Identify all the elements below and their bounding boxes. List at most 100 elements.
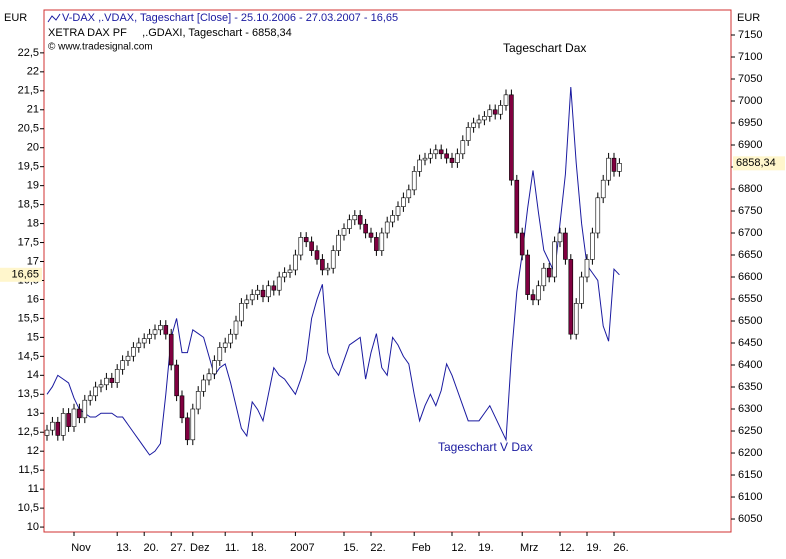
y2-tick-label: 7150 [738, 29, 762, 41]
candle-body [282, 272, 287, 278]
y-tick-label: 12,5 [18, 426, 39, 438]
candle-body [125, 355, 131, 361]
y2-tick-label: 6500 [738, 315, 762, 327]
candle-body [568, 259, 574, 335]
y-tick-label: 13 [27, 407, 39, 419]
x-tick-label: 20. [144, 542, 159, 554]
y-tick-label: 12 [27, 445, 39, 457]
x-tick-label: 15. [343, 542, 358, 554]
x-tick-label: Nov [71, 542, 91, 554]
candle-body [563, 232, 568, 260]
candle-body [498, 105, 503, 115]
candle-body [44, 429, 50, 436]
y2-tick-label: 6550 [738, 293, 762, 305]
y-tick-label: 19 [27, 180, 39, 192]
candle-body [147, 333, 152, 339]
annotation: Tageschart V Dax [438, 440, 533, 454]
last-value-box [0, 267, 42, 282]
left-unit: EUR [4, 12, 27, 24]
candle-body [406, 189, 412, 199]
candle-body [71, 408, 77, 427]
y-tick-label: 10 [27, 521, 39, 533]
candle-body [174, 364, 179, 397]
candle-body [249, 294, 255, 301]
y-tick-label: 14,5 [18, 350, 39, 362]
candle-body [476, 119, 482, 124]
y2-tick-label: 7100 [738, 51, 762, 63]
y2-tick-label: 7000 [738, 95, 762, 107]
last-value-box [733, 156, 785, 171]
candle-body [212, 360, 217, 375]
candle-body [239, 303, 244, 322]
candle-body [384, 221, 390, 234]
candle-body [536, 285, 541, 301]
right-unit: EUR [737, 12, 760, 24]
candle-body [617, 163, 622, 172]
candle-body [120, 360, 125, 370]
candle-body [455, 153, 460, 163]
candle-body [606, 157, 611, 181]
x-tick-label: 12. [559, 542, 574, 554]
candle-body [444, 153, 449, 159]
x-tick-label: 13. [117, 542, 132, 554]
candle-body [217, 347, 223, 361]
candle-body [336, 234, 341, 251]
candle-body [104, 377, 109, 386]
y2-tick-label: 6750 [738, 205, 762, 217]
candle-body [60, 413, 66, 436]
candle-body [185, 417, 190, 441]
y2-tick-label: 6300 [738, 403, 762, 415]
candle-body [460, 140, 466, 155]
candle-body [530, 294, 536, 301]
y2-tick-label: 6250 [738, 425, 762, 437]
candle-body [546, 267, 552, 278]
y2-tick-label: 6650 [738, 249, 762, 261]
y2-tick-label: 6100 [738, 491, 762, 503]
x-tick-label: 27. [171, 542, 186, 554]
candle-body [503, 94, 509, 106]
candle-body [141, 338, 147, 344]
y-tick-label: 22 [27, 66, 39, 78]
x-tick-label: 18. [252, 542, 267, 554]
x-tick-label: 19. [586, 542, 601, 554]
candle-body [428, 153, 433, 159]
y2-tick-label: 6700 [738, 227, 762, 239]
candle-body [309, 241, 314, 251]
x-tick-label: 26. [613, 542, 628, 554]
candle-body [363, 223, 368, 234]
y-tick-label: 18 [27, 217, 39, 229]
candle-body [255, 289, 260, 295]
copyright: © www.tradesignal.com [48, 42, 153, 53]
candle-body [573, 303, 579, 335]
y-tick-label: 17 [27, 255, 39, 267]
candle-body [482, 116, 487, 121]
candle-body [584, 259, 590, 278]
candle-body [330, 250, 336, 269]
candle-body [293, 254, 298, 271]
y-tick-label: 17,5 [18, 236, 39, 248]
candle-body [600, 179, 606, 199]
y2-tick-label: 6400 [738, 359, 762, 371]
candle-body [325, 267, 331, 271]
candle-body [276, 276, 282, 291]
last-value-label: 6858,34 [736, 157, 776, 169]
annotation: Tageschart Dax [503, 41, 586, 55]
candle-body [314, 250, 320, 260]
y-tick-label: 10,5 [18, 502, 39, 514]
y-tick-label: 19,5 [18, 161, 39, 173]
candle-body [152, 329, 158, 335]
candle-body [422, 157, 428, 161]
candle-body [206, 373, 212, 381]
candle-body [260, 289, 266, 298]
plot-area [43, 9, 732, 533]
candle-body [93, 386, 98, 397]
y-tick-label: 15,5 [18, 312, 39, 324]
x-tick-label: Feb [412, 542, 431, 554]
y-tick-label: 20,5 [18, 123, 39, 135]
y2-tick-label: 6600 [738, 271, 762, 283]
candle-body [357, 215, 363, 225]
candle-body [98, 384, 104, 388]
x-tick-label: Mrz [520, 542, 538, 554]
candle-body [271, 285, 277, 291]
y-tick-label: 11 [28, 483, 39, 495]
